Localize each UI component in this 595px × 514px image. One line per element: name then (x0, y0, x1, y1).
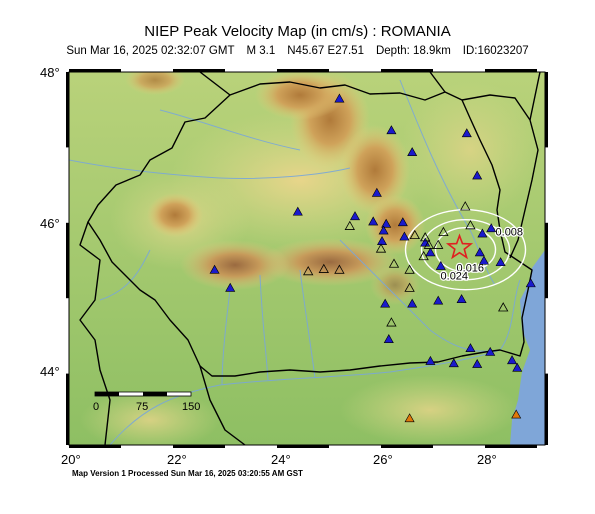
lon-label-22: 22° (167, 452, 187, 467)
station-active-marker (456, 294, 467, 304)
moldova-border (461, 94, 539, 259)
lon-label-26: 26° (373, 452, 393, 467)
station-active-marker (371, 187, 382, 197)
station-active-marker (334, 93, 345, 103)
map-version-footer: Map Version 1 Processed Sun Mar 16, 2025… (72, 469, 303, 478)
lat-label-44: 44° (40, 364, 60, 379)
contour-line (434, 226, 497, 273)
black-sea (510, 250, 545, 445)
seismic-stations (209, 93, 536, 423)
station-active-marker (381, 218, 392, 228)
station-active-marker (448, 358, 459, 368)
station-active-marker (461, 128, 472, 138)
contour-label: 0.008 (496, 227, 524, 239)
station-inactive-marker (404, 264, 415, 274)
station-inactive-marker (318, 263, 329, 273)
station-outside-marker (511, 409, 522, 419)
station-active-marker (486, 223, 497, 233)
station-outside-marker (404, 413, 415, 423)
station-inactive-marker (420, 232, 431, 242)
station-inactive-marker (498, 302, 509, 312)
station-active-marker (378, 225, 389, 235)
event-date: Sun Mar 16, 2025 02:32:07 GMT (66, 45, 235, 57)
epicenter-marker (445, 233, 474, 260)
station-active-marker (512, 362, 523, 372)
contour-label: 0.016 (457, 263, 485, 275)
station-active-marker (349, 211, 361, 221)
station-active-marker (292, 206, 303, 216)
station-active-marker (407, 147, 418, 156)
station-inactive-marker (375, 243, 387, 253)
station-inactive-marker (460, 201, 471, 211)
serbia-border (79, 221, 111, 445)
map-frame (66, 69, 548, 448)
scale-label-150: 150 (182, 401, 200, 413)
station-active-marker (485, 346, 496, 356)
station-inactive-marker (438, 226, 449, 237)
lon-label-24: 24° (271, 452, 291, 467)
station-inactive-marker (344, 220, 355, 230)
bulgaria-border (199, 365, 246, 445)
station-inactive-marker (418, 250, 429, 261)
station-active-marker (425, 355, 436, 365)
station-active-marker (397, 217, 408, 227)
contour-line (420, 218, 511, 281)
station-active-marker (383, 334, 394, 343)
station-active-marker (474, 247, 485, 257)
station-active-marker (435, 260, 446, 270)
station-active-marker (478, 255, 489, 265)
station-active-marker (507, 355, 518, 365)
event-id: ID:16023207 (462, 45, 529, 57)
ukraine-border (199, 72, 541, 121)
event-info: Sun Mar 16, 2025 02:32:07 GMT M 3.1 N45.67… (0, 45, 595, 57)
event-location: N45.67 E27.51 (287, 45, 364, 57)
station-active-marker (472, 170, 483, 180)
contour-label: 0.024 (441, 271, 469, 283)
station-active-marker (477, 228, 488, 238)
station-active-marker (425, 247, 436, 257)
epicenter-star (445, 233, 474, 260)
lat-label-48: 48° (40, 65, 60, 80)
station-inactive-marker (465, 220, 476, 230)
lon-label-28: 28° (477, 452, 497, 467)
event-magnitude: M 3.1 (246, 45, 276, 57)
scale-bar: 0 75 150 (93, 391, 200, 413)
scale-label-75: 75 (136, 401, 148, 413)
station-inactive-marker (423, 239, 435, 249)
station-inactive-marker (433, 239, 444, 249)
station-active-marker (209, 264, 220, 274)
station-active-marker (525, 278, 536, 288)
station-active-marker (407, 298, 418, 308)
event-depth: Depth: 18.9km (375, 45, 451, 57)
station-active-marker (399, 231, 410, 241)
lon-label-20: 20° (61, 452, 81, 467)
lat-label-46: 46° (40, 216, 60, 231)
station-active-marker (225, 282, 236, 292)
station-active-marker (380, 298, 391, 308)
station-active-marker (377, 236, 388, 245)
romania-border (87, 81, 533, 377)
station-active-marker (472, 358, 483, 368)
station-active-marker (386, 125, 397, 135)
station-inactive-marker (386, 317, 397, 327)
map-title: NIEP Peak Velocity Map (in cm/s) : ROMAN… (144, 23, 451, 40)
station-active-marker (433, 295, 444, 305)
station-inactive-marker (409, 229, 420, 240)
station-inactive-marker (334, 264, 345, 274)
station-inactive-marker (303, 265, 314, 276)
station-active-marker (368, 216, 379, 226)
station-active-marker (465, 343, 476, 353)
station-inactive-marker (388, 258, 400, 268)
station-active-marker (495, 257, 506, 267)
scale-label-0: 0 (93, 401, 99, 413)
station-inactive-marker (404, 282, 415, 292)
